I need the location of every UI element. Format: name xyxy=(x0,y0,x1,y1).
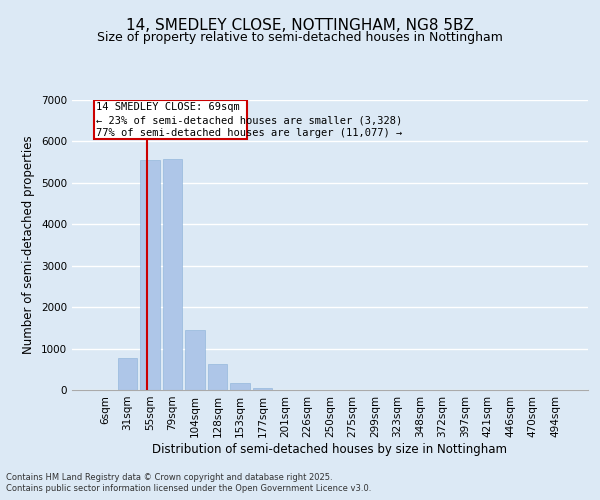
Bar xyxy=(185,330,205,390)
Bar xyxy=(140,160,160,390)
Text: Contains public sector information licensed under the Open Government Licence v3: Contains public sector information licen… xyxy=(6,484,371,493)
Bar xyxy=(230,383,250,390)
Bar xyxy=(208,364,227,390)
Bar xyxy=(118,358,137,390)
Text: Size of property relative to semi-detached houses in Nottingham: Size of property relative to semi-detach… xyxy=(97,31,503,44)
FancyBboxPatch shape xyxy=(94,100,247,140)
Bar xyxy=(253,388,272,390)
X-axis label: Distribution of semi-detached houses by size in Nottingham: Distribution of semi-detached houses by … xyxy=(152,442,508,456)
Bar xyxy=(163,159,182,390)
Text: Contains HM Land Registry data © Crown copyright and database right 2025.: Contains HM Land Registry data © Crown c… xyxy=(6,472,332,482)
Text: 14, SMEDLEY CLOSE, NOTTINGHAM, NG8 5BZ: 14, SMEDLEY CLOSE, NOTTINGHAM, NG8 5BZ xyxy=(126,18,474,32)
Text: 14 SMEDLEY CLOSE: 69sqm
← 23% of semi-detached houses are smaller (3,328)
77% of: 14 SMEDLEY CLOSE: 69sqm ← 23% of semi-de… xyxy=(96,102,402,139)
Y-axis label: Number of semi-detached properties: Number of semi-detached properties xyxy=(22,136,35,354)
